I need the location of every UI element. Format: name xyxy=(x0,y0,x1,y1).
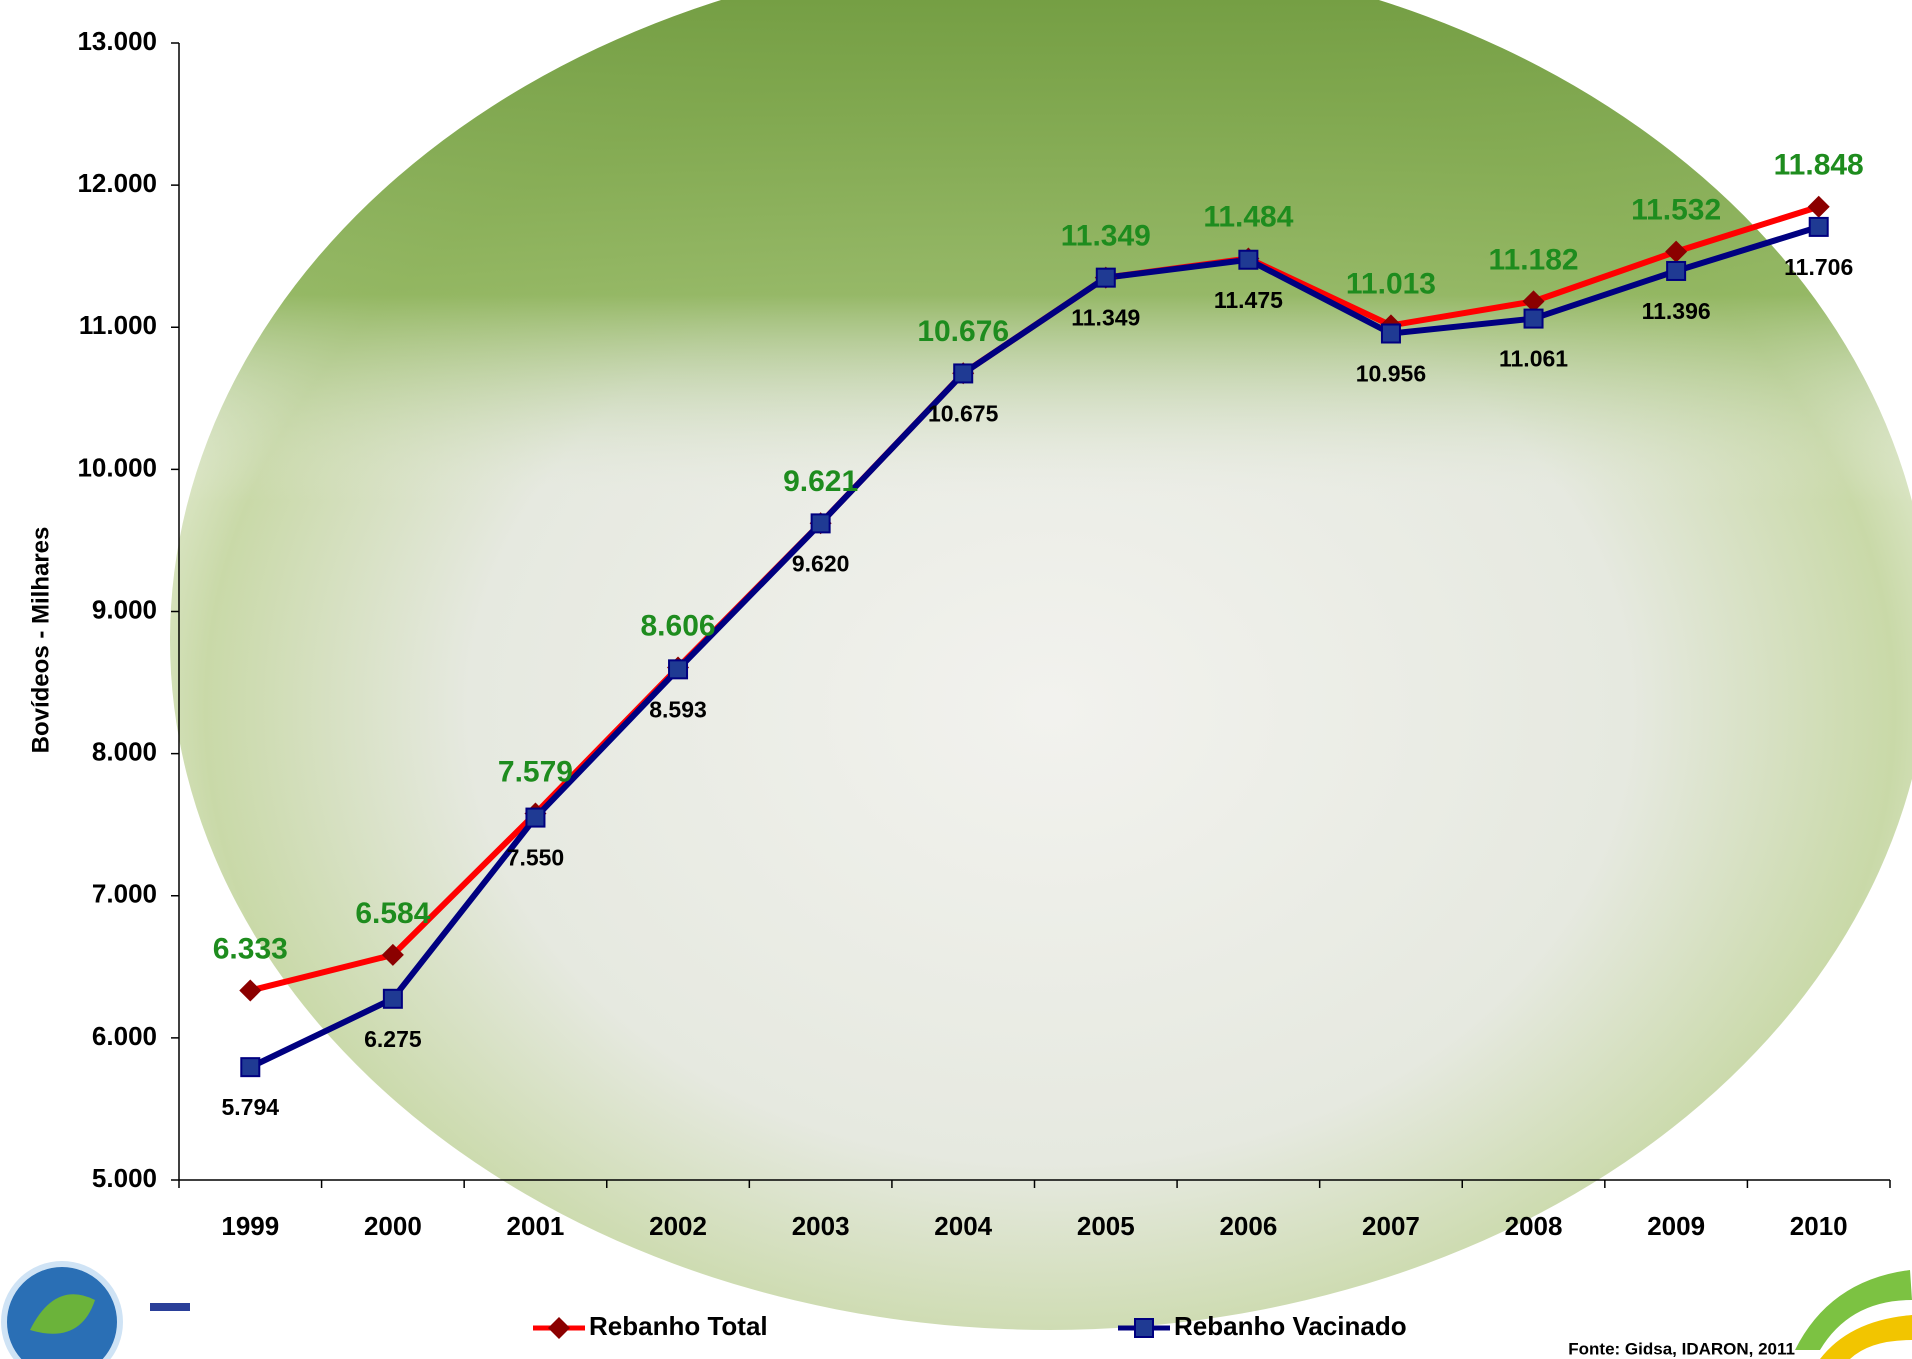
value-label: 5.794 xyxy=(222,1094,280,1120)
value-label: 8.606 xyxy=(641,609,716,642)
value-label: 11.061 xyxy=(1499,346,1568,372)
y-tick-label: 8.000 xyxy=(92,737,157,767)
y-tick-label: 7.000 xyxy=(92,879,157,909)
value-label: 11.182 xyxy=(1488,243,1578,276)
x-tick-label: 2005 xyxy=(1077,1211,1135,1241)
x-tick-label: 2002 xyxy=(649,1211,707,1241)
marker xyxy=(1239,251,1257,269)
value-label: 7.550 xyxy=(507,845,565,871)
value-label: 10.956 xyxy=(1356,361,1426,387)
x-tick-label: 2006 xyxy=(1219,1211,1277,1241)
value-label: 11.532 xyxy=(1631,194,1721,227)
legend-label: Rebanho Total xyxy=(589,1311,768,1341)
value-label: 11.349 xyxy=(1071,305,1140,331)
y-tick-label: 10.000 xyxy=(77,452,157,482)
x-tick-label: 2010 xyxy=(1790,1211,1848,1241)
marker xyxy=(1525,310,1543,328)
value-label: 11.484 xyxy=(1203,200,1293,233)
marker xyxy=(1667,262,1685,280)
marker xyxy=(1382,325,1400,343)
marker xyxy=(954,364,972,382)
marker xyxy=(384,990,402,1008)
marker xyxy=(812,514,830,532)
value-label: 11.349 xyxy=(1061,220,1151,253)
value-label: 11.475 xyxy=(1214,287,1283,313)
value-label: 11.396 xyxy=(1642,298,1711,324)
y-axis-title: Bovídeos - Milhares xyxy=(27,527,54,754)
y-tick-label: 9.000 xyxy=(92,594,157,624)
value-label: 10.676 xyxy=(917,315,1009,348)
source: Fonte: Gidsa, IDARON, 2011 xyxy=(1568,1339,1795,1358)
value-label: 11.848 xyxy=(1774,149,1864,182)
x-tick-label: 2000 xyxy=(364,1211,422,1241)
value-label: 11.013 xyxy=(1346,267,1436,300)
y-tick-label: 11.000 xyxy=(79,310,157,340)
legend-label: Rebanho Vacinado xyxy=(1174,1311,1407,1341)
value-label: 6.333 xyxy=(213,932,288,965)
value-label: 10.675 xyxy=(928,401,999,427)
y-tick-label: 6.000 xyxy=(92,1021,157,1051)
value-label: 11.706 xyxy=(1784,254,1853,280)
marker xyxy=(526,809,544,827)
marker xyxy=(669,660,687,678)
marker xyxy=(241,1058,259,1076)
x-tick-label: 2001 xyxy=(507,1211,565,1241)
value-label: 7.579 xyxy=(498,755,573,788)
x-tick-label: 2007 xyxy=(1362,1211,1420,1241)
marker xyxy=(1097,269,1115,287)
value-label: 8.593 xyxy=(649,696,707,722)
x-tick-label: 2004 xyxy=(934,1211,992,1241)
marker xyxy=(1135,1319,1153,1337)
value-label: 6.584 xyxy=(355,897,430,930)
x-tick-label: 2008 xyxy=(1505,1211,1563,1241)
chart: Bovídeos - Milhares Fonte: Gidsa, IDARON… xyxy=(0,0,1912,1359)
y-tick-label: 12.000 xyxy=(77,168,157,198)
value-label: 6.275 xyxy=(364,1026,422,1052)
x-tick-label: 2009 xyxy=(1647,1211,1705,1241)
x-tick-label: 2003 xyxy=(792,1211,850,1241)
y-tick-label: 13.000 xyxy=(77,26,157,56)
y-tick-label: 5.000 xyxy=(92,1163,157,1193)
logo-dash xyxy=(150,1303,190,1311)
value-label: 9.620 xyxy=(792,550,850,576)
marker xyxy=(1810,218,1828,236)
value-label: 9.621 xyxy=(783,465,858,498)
x-tick-label: 1999 xyxy=(221,1211,279,1241)
